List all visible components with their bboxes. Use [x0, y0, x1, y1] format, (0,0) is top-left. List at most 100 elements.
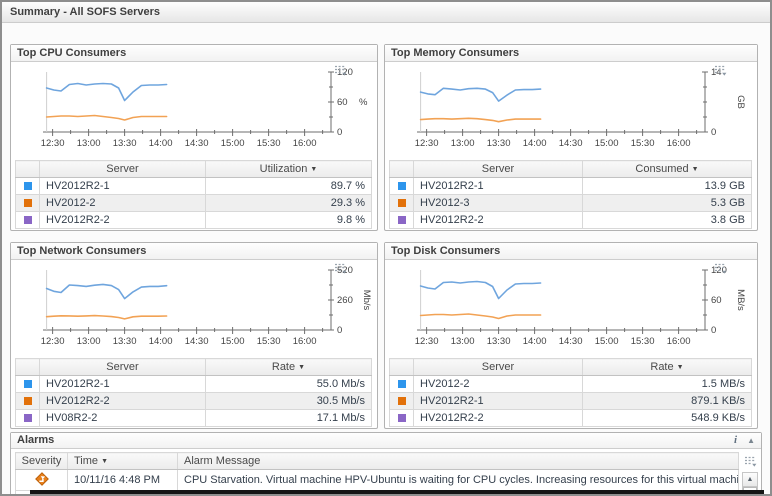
- value-cell: 9.8 %: [205, 211, 372, 229]
- svg-text:0: 0: [711, 325, 716, 336]
- value-cell: 30.5 Mb/s: [205, 392, 372, 410]
- message-column-header[interactable]: Alarm Message: [177, 452, 739, 470]
- value-cell: 55.0 Mb/s: [205, 375, 372, 393]
- alarms-panel: Alarms i ▲ Severity Time ▼ Alarm Message 10/…: [10, 432, 762, 494]
- severity-column-header[interactable]: Severity: [15, 452, 68, 470]
- table-row[interactable]: HV2012R2-1 879.1 KB/s: [389, 392, 752, 410]
- value-column-header[interactable]: Rate ▼: [582, 358, 752, 376]
- disk-chart: 12:30 13:00 13:30 14:00 14:30 15:00 15:30 16:00…: [415, 265, 746, 347]
- svg-text:15:00: 15:00: [595, 138, 619, 149]
- svg-text:Mb/s: Mb/s: [361, 290, 372, 311]
- series-color-swatch: [397, 380, 406, 389]
- series-color-swatch: [397, 397, 406, 406]
- svg-text:GB: GB: [735, 95, 746, 109]
- svg-text:0: 0: [337, 325, 342, 336]
- chart-options-icon[interactable]: [714, 263, 727, 274]
- table-row[interactable]: HV2012R2-2 548.9 KB/s: [389, 409, 752, 427]
- series-color-swatch: [23, 216, 32, 225]
- server-column-header: Server: [39, 160, 206, 178]
- svg-text:12:30: 12:30: [41, 336, 65, 347]
- server-column-header: Server: [413, 160, 583, 178]
- server-name-cell: HV2012R2-1: [413, 392, 583, 410]
- svg-text:12:30: 12:30: [415, 336, 439, 347]
- value-column-header[interactable]: Consumed ▼: [582, 160, 752, 178]
- sort-arrow-icon: ▼: [310, 166, 318, 173]
- value-column-header[interactable]: Utilization ▼: [205, 160, 372, 178]
- value-column-header[interactable]: Rate ▼: [205, 358, 372, 376]
- series-color-swatch: [23, 380, 32, 389]
- sort-arrow-icon: ▼: [676, 364, 684, 371]
- svg-text:16:00: 16:00: [293, 336, 317, 347]
- table-row[interactable]: HV2012R2-2 30.5 Mb/s: [15, 392, 372, 410]
- value-cell: 3.8 GB: [582, 211, 752, 229]
- table-row[interactable]: HV2012-2 1.5 MB/s: [389, 375, 752, 393]
- svg-text:13:30: 13:30: [113, 138, 137, 149]
- series-color-swatch: [23, 414, 32, 423]
- table-row[interactable]: HV2012R2-1 55.0 Mb/s: [15, 375, 372, 393]
- swatch-column-header: [389, 358, 414, 376]
- series-color-swatch: [397, 216, 406, 225]
- series-color-swatch: [397, 182, 406, 191]
- svg-text:%: %: [359, 97, 368, 108]
- swatch-column-header: [15, 358, 40, 376]
- table-row[interactable]: HV2012R2-1 89.7 %: [15, 177, 372, 195]
- value-cell: 879.1 KB/s: [582, 392, 752, 410]
- time-column-header[interactable]: Time ▼: [67, 452, 178, 470]
- cpu-chart-area: 12:30 13:00 13:30 14:00 14:30 15:00 15:30 16:00…: [11, 62, 377, 159]
- svg-text:14:30: 14:30: [185, 138, 209, 149]
- memory-table: Server Consumed ▼ HV2012R2-1 13.9 GB HV2012-…: [385, 160, 757, 229]
- panel-top-network-consumers: Top Network Consumers 12:30 13:00 13:30 14:…: [10, 242, 378, 429]
- svg-text:14:00: 14:00: [523, 336, 547, 347]
- table-row[interactable]: HV2012R2-2 3.8 GB: [389, 211, 752, 229]
- svg-text:15:00: 15:00: [595, 336, 619, 347]
- svg-text:14:00: 14:00: [523, 138, 547, 149]
- network-chart-area: 12:30 13:00 13:30 14:00 14:30 15:00 15:30 16:00…: [11, 260, 377, 357]
- table-options-icon[interactable]: [742, 453, 758, 470]
- series-color-swatch: [23, 397, 32, 406]
- svg-text:13:30: 13:30: [487, 336, 511, 347]
- panel-title-cpu: Top CPU Consumers: [11, 45, 377, 62]
- svg-text:16:00: 16:00: [293, 138, 317, 149]
- svg-text:60: 60: [337, 97, 348, 108]
- disk-chart-area: 12:30 13:00 13:30 14:00 14:30 15:00 15:30 16:00…: [385, 260, 757, 357]
- table-row[interactable]: HV2012R2-2 9.8 %: [15, 211, 372, 229]
- series-color-swatch: [23, 182, 32, 191]
- svg-text:14:30: 14:30: [559, 138, 583, 149]
- cpu-table: Server Utilization ▼ HV2012R2-1 89.7 % HV201…: [11, 160, 377, 229]
- alarm-row[interactable]: 10/11/16 4:48 PM CPU Starvation. Virtual …: [15, 469, 739, 491]
- svg-text:16:00: 16:00: [667, 336, 691, 347]
- svg-text:520: 520: [337, 265, 353, 276]
- value-cell: 1.5 MB/s: [582, 375, 752, 393]
- panel-top-memory-consumers: Top Memory Consumers 12:30 13:00 13:30 14:0…: [384, 44, 758, 231]
- svg-text:14:30: 14:30: [559, 336, 583, 347]
- table-row[interactable]: HV2012-3 5.3 GB: [389, 194, 752, 212]
- value-cell: 17.1 Mb/s: [205, 409, 372, 427]
- svg-text:60: 60: [711, 295, 722, 306]
- panel-title-disk: Top Disk Consumers: [385, 243, 757, 260]
- server-name-cell: HV2012R2-1: [413, 177, 583, 195]
- memory-chart: 12:30 13:00 13:30 14:00 14:30 15:00 15:30 16:00…: [415, 67, 746, 149]
- panel-top-cpu-consumers: Top CPU Consumers 12:30 13:00 13:30 14:00 14…: [10, 44, 378, 231]
- svg-text:15:30: 15:30: [631, 138, 655, 149]
- server-name-cell: HV2012-3: [413, 194, 583, 212]
- sort-arrow-icon: ▼: [298, 364, 306, 371]
- table-row[interactable]: HV2012R2-1 13.9 GB: [389, 177, 752, 195]
- svg-text:15:30: 15:30: [257, 138, 281, 149]
- svg-text:13:00: 13:00: [77, 138, 101, 149]
- series-color-swatch: [23, 199, 32, 208]
- table-row[interactable]: HV2012-2 29.3 %: [15, 194, 372, 212]
- svg-text:13:30: 13:30: [487, 138, 511, 149]
- svg-text:260: 260: [337, 295, 353, 306]
- scroll-up-icon[interactable]: ▲: [743, 473, 757, 487]
- table-row[interactable]: HV08R2-2 17.1 Mb/s: [15, 409, 372, 427]
- server-name-cell: HV08R2-2: [39, 409, 206, 427]
- chart-options-icon[interactable]: [334, 263, 347, 274]
- server-column-header: Server: [413, 358, 583, 376]
- svg-text:14:00: 14:00: [149, 336, 173, 347]
- value-cell: 13.9 GB: [582, 177, 752, 195]
- collapse-icon[interactable]: ▲: [747, 436, 755, 445]
- info-icon[interactable]: i: [734, 434, 738, 446]
- chart-options-icon[interactable]: [334, 65, 347, 76]
- chart-options-icon[interactable]: [714, 65, 727, 76]
- svg-text:15:00: 15:00: [221, 138, 245, 149]
